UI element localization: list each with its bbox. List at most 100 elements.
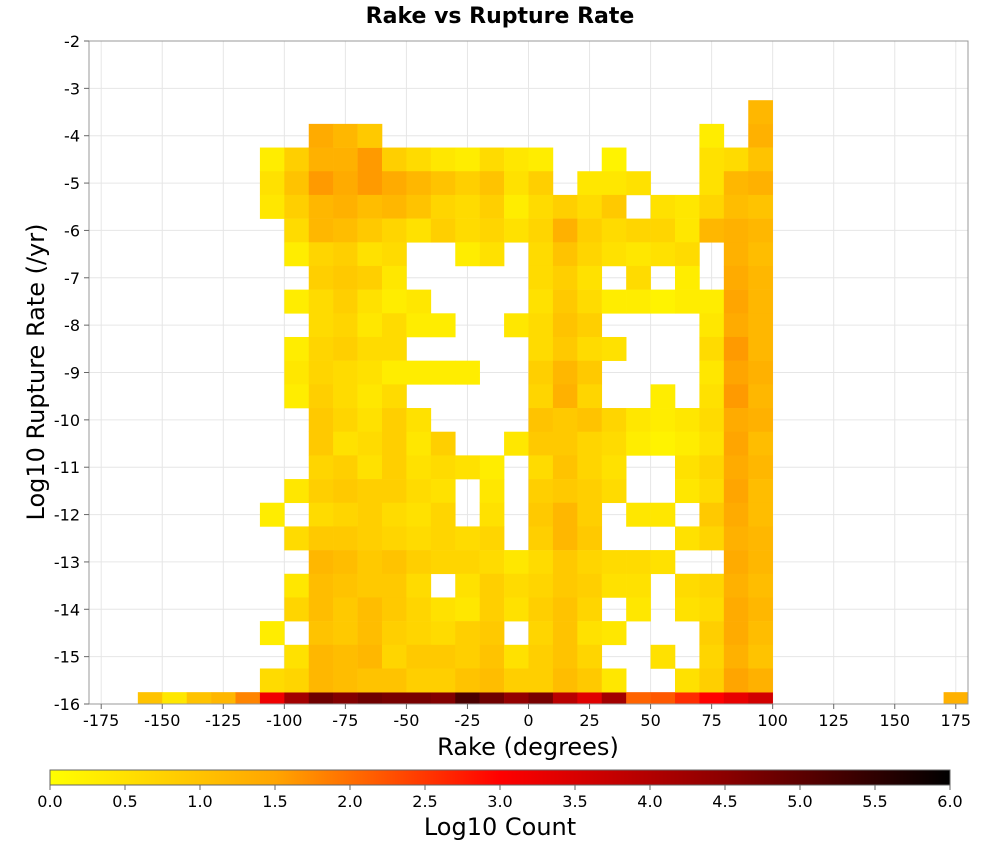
heatmap-cell [333, 668, 358, 693]
heatmap-cell [479, 502, 505, 527]
heatmap-cell [552, 384, 578, 409]
heatmap-cell [552, 550, 578, 575]
heatmap-cell [699, 692, 725, 705]
heatmap-cell [552, 479, 578, 504]
heatmap-cell [382, 194, 407, 219]
heatmap-cell [259, 692, 285, 705]
heatmap-cell [601, 242, 627, 267]
heatmap-cell [723, 289, 749, 314]
heatmap-cell [601, 171, 627, 196]
heatmap-cell [259, 502, 285, 527]
heatmap-cell [357, 289, 383, 314]
y-axis-label: Log10 Rupture Rate (/yr) [22, 224, 50, 521]
heatmap-cell [552, 360, 578, 385]
heatmap-cell [455, 597, 480, 622]
heatmap-cell [284, 360, 310, 385]
heatmap-cell [626, 550, 651, 575]
heatmap-cell [308, 431, 334, 456]
heatmap-cell [406, 550, 432, 575]
heatmap-cell [748, 502, 773, 527]
heatmap-cell [308, 194, 334, 219]
heatmap-cell [479, 242, 505, 267]
heatmap-cell [479, 194, 505, 219]
heatmap-cell [430, 431, 456, 456]
heatmap-cell [308, 573, 334, 598]
heatmap-cell [430, 194, 456, 219]
heatmap-cell [479, 550, 505, 575]
heatmap-cell [504, 644, 529, 669]
heatmap-cell [748, 242, 773, 267]
heatmap-cell [675, 242, 700, 267]
heatmap-cell [626, 265, 651, 290]
heatmap-cell [357, 360, 383, 385]
heatmap-cell [748, 360, 773, 385]
heatmap-cell [479, 218, 505, 243]
heatmap-cell [552, 431, 578, 456]
heatmap-cell [723, 550, 749, 575]
heatmap-cell [699, 147, 725, 172]
heatmap-cell [430, 360, 456, 385]
heatmap-cell [406, 668, 432, 693]
heatmap-cell [382, 621, 407, 646]
heatmap-cell [723, 171, 749, 196]
heatmap-cell [357, 573, 383, 598]
heatmap-cell [455, 242, 480, 267]
heatmap-cell [406, 644, 432, 669]
heatmap-cell [552, 289, 578, 314]
heatmap-cell [748, 171, 773, 196]
heatmap-cell [748, 218, 773, 243]
heatmap-cell [552, 265, 578, 290]
heatmap-cell [577, 265, 603, 290]
heatmap-cell [528, 502, 554, 527]
heatmap-cell [528, 668, 554, 693]
heatmap-cell [601, 479, 627, 504]
heatmap-cell [406, 621, 432, 646]
heatmap-cell [723, 597, 749, 622]
heatmap-cell [504, 147, 529, 172]
x-tick-label: -75 [332, 711, 358, 730]
heatmap-cell [699, 194, 725, 219]
heatmap-cell [382, 479, 407, 504]
heatmap-cell [650, 692, 676, 705]
heatmap-cell [552, 502, 578, 527]
heatmap-cell [577, 408, 603, 432]
heatmap-cell [626, 408, 651, 432]
heatmap-cell [577, 621, 603, 646]
heatmap-cell [333, 384, 358, 409]
heatmap-cell [699, 526, 725, 551]
heatmap-cell [723, 479, 749, 504]
heatmap-cell [382, 526, 407, 551]
heatmap-cell [259, 194, 285, 219]
heatmap-cell [748, 265, 773, 290]
heatmap-cell [675, 526, 700, 551]
heatmap-cell [308, 336, 334, 361]
heatmap-cell [284, 336, 310, 361]
heatmap-cell [723, 621, 749, 646]
heatmap-cell [455, 644, 480, 669]
heatmap-cell [601, 668, 627, 693]
heatmap-cell [333, 644, 358, 669]
heatmap-cell [723, 408, 749, 432]
heatmap-cell [308, 644, 334, 669]
heatmap-cell [455, 194, 480, 219]
heatmap-cell [284, 218, 310, 243]
heatmap-cell [650, 408, 676, 432]
y-tick-label: -10 [54, 411, 80, 430]
heatmap-cell [601, 573, 627, 598]
heatmap-cell [333, 597, 358, 622]
heatmap-cell [723, 455, 749, 480]
heatmap-cell [650, 384, 676, 409]
heatmap-cell [699, 289, 725, 314]
colorbar-tick-label: 0.0 [37, 792, 62, 811]
heatmap-cell [479, 597, 505, 622]
heatmap-cell [382, 573, 407, 598]
heatmap-cell [577, 597, 603, 622]
heatmap-cell [552, 408, 578, 432]
heatmap-cell [943, 692, 969, 705]
heatmap-cell [333, 171, 358, 196]
heatmap-cell [308, 597, 334, 622]
heatmap-cell [577, 692, 603, 705]
heatmap-cell [528, 289, 554, 314]
colorbar [49, 769, 951, 786]
y-tick-label: -6 [64, 221, 80, 240]
